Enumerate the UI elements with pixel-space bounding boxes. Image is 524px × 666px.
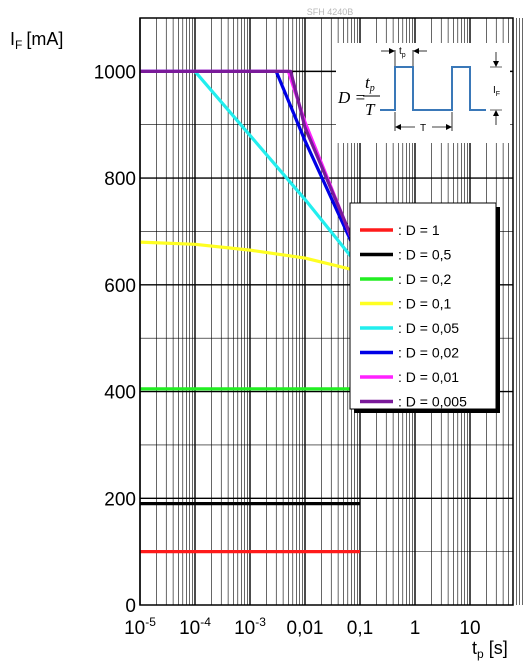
y-tick-label: 600 bbox=[104, 276, 136, 297]
x-tick-label: 10-5 bbox=[124, 615, 156, 639]
x-axis-label: tp [s] bbox=[472, 638, 508, 661]
y-axis-label: IF [mA] bbox=[10, 29, 63, 52]
legend-label: : D = 0,01 bbox=[398, 369, 459, 385]
x-tick-label: 10-4 bbox=[179, 615, 211, 639]
amplitude-label: IF bbox=[493, 85, 500, 98]
legend-label: : D = 0,005 bbox=[398, 394, 467, 410]
legend-label: : D = 0,1 bbox=[398, 296, 452, 312]
legend-label: : D = 0,2 bbox=[398, 271, 452, 287]
series-layer bbox=[139, 69, 362, 554]
formula-lhs: D = bbox=[337, 88, 366, 107]
x-tick-label: 0,1 bbox=[347, 618, 373, 639]
x-tick-label: 10 bbox=[459, 618, 480, 639]
legend-label: : D = 0,5 bbox=[398, 247, 452, 263]
y-tick-label: 0 bbox=[125, 596, 136, 617]
period-label: T bbox=[420, 123, 426, 134]
y-tick-label: 800 bbox=[104, 169, 136, 190]
legend-box bbox=[349, 202, 497, 410]
duty-cycle-inset: D = tp T tp T IF bbox=[336, 43, 510, 143]
legend-label: : D = 1 bbox=[398, 222, 440, 238]
x-tick-label: 0,01 bbox=[287, 618, 324, 639]
legend-label: : D = 0,02 bbox=[398, 345, 459, 361]
y-tick-label: 400 bbox=[104, 383, 136, 404]
y-tick-label: 200 bbox=[104, 489, 136, 510]
legend-label: : D = 0,05 bbox=[398, 320, 459, 336]
series-line bbox=[140, 69, 362, 258]
part-number-header: SFH 4240B bbox=[307, 7, 354, 17]
x-tick-label: 10-3 bbox=[234, 615, 266, 639]
y-tick-labels: 0 200 400 600 800 1000 bbox=[94, 62, 136, 617]
pulse-waveform bbox=[380, 66, 486, 111]
formula-numerator: tp bbox=[365, 73, 375, 94]
x-tick-labels: 10-5 10-4 10-3 0,01 0,1 1 10 bbox=[124, 615, 480, 639]
legend: : D = 1 : D = 0,5 : D = 0,2 : D = 0,1 : D = … bbox=[349, 202, 500, 413]
formula-denominator: T bbox=[365, 100, 376, 119]
x-tick-label: 1 bbox=[410, 618, 421, 639]
series-line bbox=[139, 240, 361, 274]
pulse-width-label: tp bbox=[399, 46, 406, 59]
y-tick-label: 1000 bbox=[94, 62, 136, 83]
plot-frame bbox=[139, 17, 514, 606]
